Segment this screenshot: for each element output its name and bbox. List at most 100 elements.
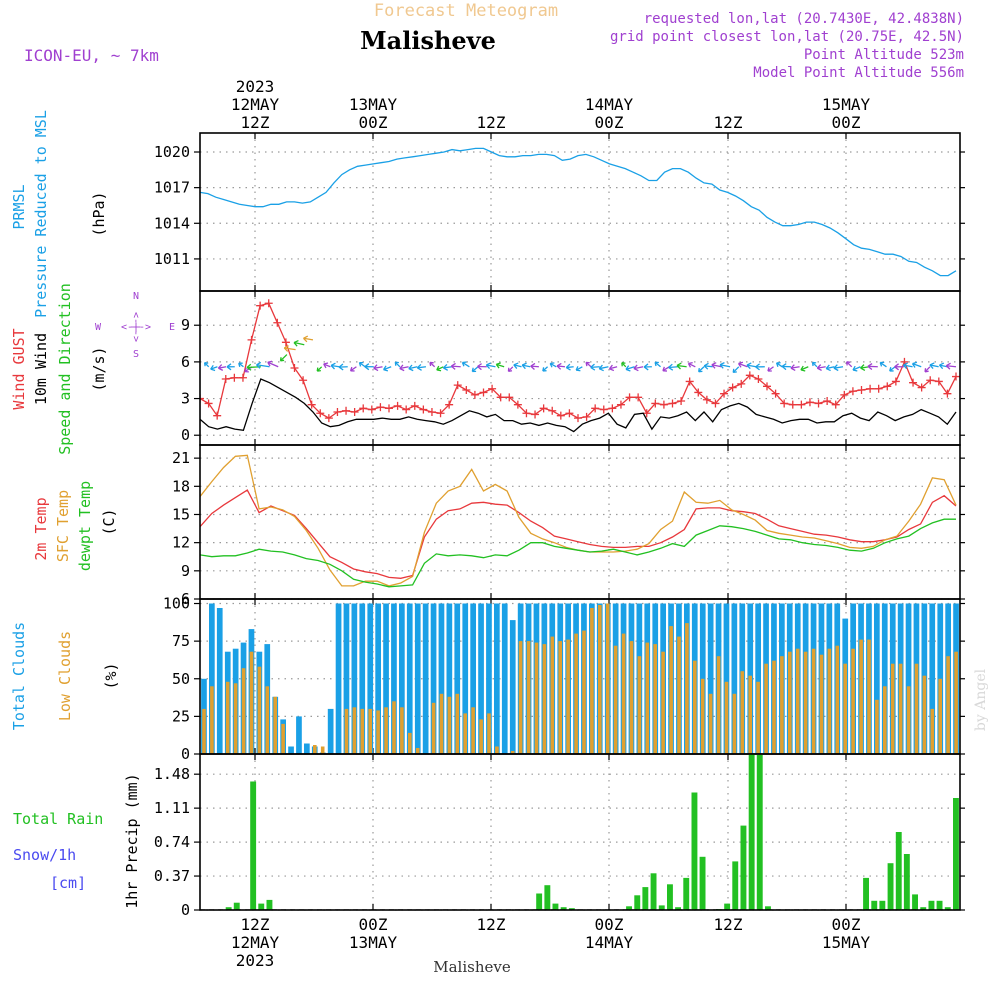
arrow-head xyxy=(436,365,442,372)
arrow-shaft xyxy=(732,366,740,373)
wind-direction-arrow xyxy=(575,366,583,372)
arrow-shaft xyxy=(200,366,201,368)
arrow-head xyxy=(217,364,224,371)
arrow-head xyxy=(590,363,596,371)
gust-marker xyxy=(479,388,488,397)
gust-marker xyxy=(797,400,806,409)
wind-speed-dir-label: Speed and Direction xyxy=(56,283,74,455)
wind-direction-arrow xyxy=(495,362,505,369)
bottom-axis-line2: 15MAY xyxy=(822,933,871,952)
bar-blue xyxy=(905,603,912,754)
gust-marker xyxy=(453,381,462,390)
bar-blue xyxy=(383,603,389,754)
bar-orange xyxy=(471,707,475,754)
wind-direction-arrow xyxy=(621,362,627,368)
arrow-head xyxy=(203,361,209,367)
wind-direction-arrow xyxy=(279,354,288,362)
total-rain-label: Total Rain xyxy=(13,810,103,828)
arrow-shaft xyxy=(889,366,896,372)
arrow-shaft xyxy=(284,347,296,351)
wind-direction-arrow xyxy=(477,363,487,371)
wind-direction-arrow xyxy=(556,362,566,370)
arrow-shaft xyxy=(585,361,592,368)
bar-orange xyxy=(550,636,555,754)
gust-marker xyxy=(333,408,342,416)
bar-blue xyxy=(414,603,421,754)
bar-orange xyxy=(875,699,879,754)
bar-orange xyxy=(898,663,903,754)
series-line xyxy=(200,302,957,419)
bar-blue xyxy=(454,603,461,754)
compass-rose: N S W E <-|-> <-|-> xyxy=(95,291,175,360)
wind-direction-arrow xyxy=(911,361,922,368)
bar-orange xyxy=(772,660,776,754)
bar-green xyxy=(536,893,543,910)
arrow-head xyxy=(662,366,668,372)
y-tick-label: 6 xyxy=(181,353,190,371)
bar-green xyxy=(552,903,559,910)
arrow-head xyxy=(542,367,547,372)
bar-orange xyxy=(582,630,586,754)
wind-direction-arrow xyxy=(408,364,418,372)
gust-marker xyxy=(952,372,960,381)
arrow-head xyxy=(703,362,709,370)
wind-direction-arrow xyxy=(775,362,783,368)
gust-marker xyxy=(299,376,308,385)
top-axis-label: 2023 12MAY 12Z xyxy=(231,77,280,132)
bar-orange xyxy=(534,642,539,754)
gust-marker xyxy=(204,399,213,408)
gust-marker xyxy=(668,399,677,408)
arrow-head xyxy=(442,363,449,371)
arrow-shaft xyxy=(267,361,279,368)
arrow-head xyxy=(833,364,839,372)
y-tick-label: 18 xyxy=(172,477,190,495)
arrow-head xyxy=(513,362,519,369)
wind-direction-arrow xyxy=(711,362,722,369)
bar-orange xyxy=(605,603,610,754)
gust-marker xyxy=(230,373,239,382)
arrow-shaft xyxy=(860,366,870,369)
arrow-shaft xyxy=(417,366,427,369)
gust-marker xyxy=(642,409,651,418)
y-tick-label: 1020 xyxy=(154,143,190,161)
snow-label: Snow/1h xyxy=(13,846,76,864)
wind-direction-arrow xyxy=(267,360,279,368)
arrow-head xyxy=(668,363,674,371)
y-tick-label: 1011 xyxy=(154,250,190,268)
arrow-shaft xyxy=(879,362,887,368)
bar-orange xyxy=(811,648,816,754)
wind-direction-arrow xyxy=(625,365,635,372)
bar-green xyxy=(225,907,232,910)
bar-orange xyxy=(906,686,911,754)
gust-marker xyxy=(651,399,660,408)
top-axis-line2: 14MAY xyxy=(585,95,634,114)
wind-direction-arrow xyxy=(867,362,878,371)
top-axis-line3: 12Z xyxy=(714,113,743,132)
wind-10m-label: 10m Wind xyxy=(32,333,50,405)
wind-direction-arrow xyxy=(608,364,618,372)
total-clouds-label: Total Clouds xyxy=(10,622,28,730)
bar-orange xyxy=(748,675,752,754)
arrow-shaft xyxy=(800,366,809,371)
bar-green xyxy=(650,873,657,910)
arrow-shaft xyxy=(436,366,444,371)
arrow-head xyxy=(902,362,909,370)
bottom-axis-line1: 00Z xyxy=(595,915,624,934)
arrow-shaft xyxy=(668,366,678,369)
bar-green xyxy=(544,885,551,910)
bar-orange xyxy=(677,636,681,754)
arrow-shaft xyxy=(383,366,392,371)
y-tick-label: 0 xyxy=(181,901,190,919)
bar-orange xyxy=(495,746,499,754)
temp-sfc-label: SFC Temp xyxy=(54,490,72,562)
arrow-shaft xyxy=(408,366,418,370)
gust-marker xyxy=(376,403,385,412)
low-clouds-label: Low Clouds xyxy=(56,631,74,721)
bar-blue xyxy=(209,603,215,754)
series-line xyxy=(200,489,957,579)
bar-orange xyxy=(922,675,927,754)
wind-direction-arrow xyxy=(521,362,531,370)
gust-marker xyxy=(419,405,428,414)
temp-2m-label: 2m Temp xyxy=(32,497,50,560)
